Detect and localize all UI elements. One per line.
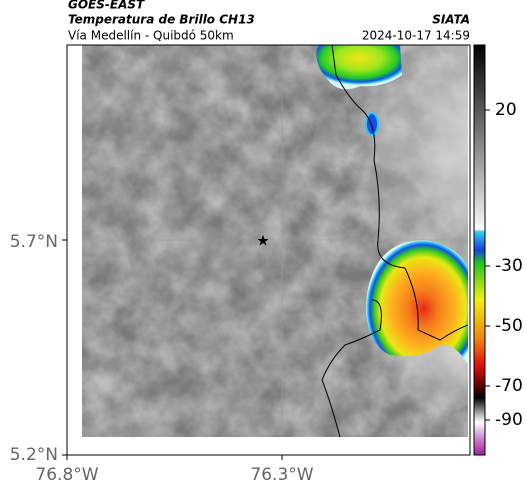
source: GOES-EAST bbox=[68, 0, 145, 12]
title: Temperatura de Brillo CH13 bbox=[68, 13, 255, 27]
lat-label: 5.2°N bbox=[10, 445, 58, 465]
colorbar-tick-label: -30 bbox=[495, 256, 523, 276]
colorbar-tick-label: 20 bbox=[495, 100, 517, 120]
subtitle: Vía Medellín - Quibdó 50km bbox=[68, 29, 234, 43]
colorbar-tick-label: -50 bbox=[495, 316, 523, 336]
lat-label: 5.7°N bbox=[10, 232, 58, 252]
colorbar-tick-label: -70 bbox=[495, 376, 523, 396]
timestamp: 2024-10-17 14:59 bbox=[362, 29, 470, 43]
lon-label: 76.8°W bbox=[35, 465, 98, 485]
colorbar bbox=[473, 44, 486, 456]
satellite-image bbox=[82, 45, 468, 437]
colorbar-tick-label: -90 bbox=[495, 410, 523, 430]
lon-label: 76.3°W bbox=[250, 465, 313, 485]
map-frame bbox=[66, 44, 471, 456]
agency: SIATA bbox=[432, 13, 470, 27]
